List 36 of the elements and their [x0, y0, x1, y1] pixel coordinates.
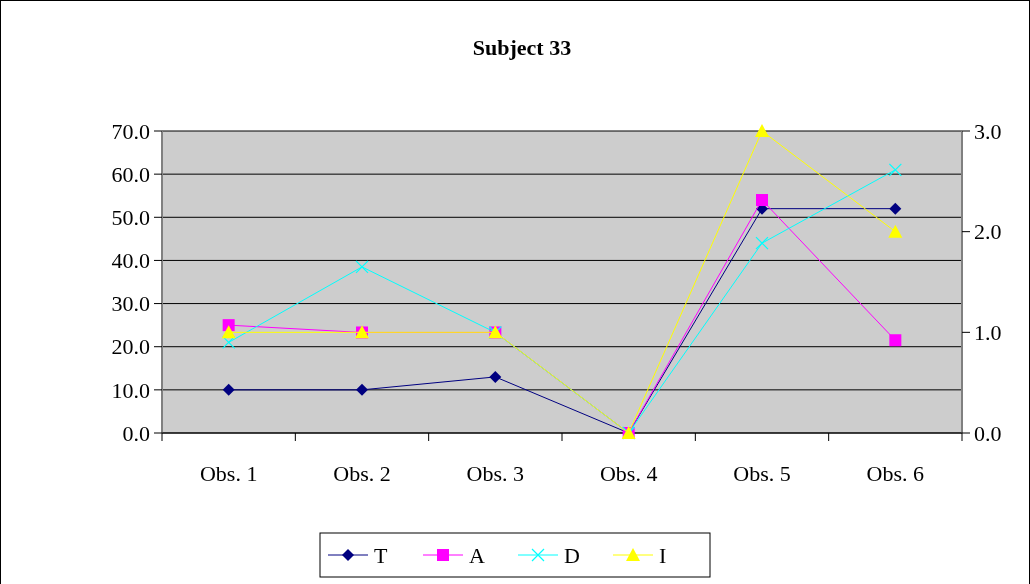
- y-tick-label: 10.0: [111, 377, 150, 403]
- point: [755, 236, 769, 250]
- point: [221, 325, 236, 339]
- chart-title: Subject 33: [472, 35, 572, 60]
- point: [489, 370, 502, 383]
- x-tick-label: Obs. 6: [866, 461, 925, 486]
- point: [222, 335, 236, 349]
- x-tick-label: Obs. 4: [599, 461, 658, 486]
- point: [889, 334, 902, 347]
- point: [355, 260, 369, 274]
- y-tick-label: 70.0: [111, 118, 150, 144]
- point: [888, 224, 903, 238]
- y-tick-label: 20.0: [111, 334, 150, 360]
- y2-tick-label: 3.0: [974, 118, 1002, 144]
- legend-label: T: [374, 542, 388, 568]
- x-tick-label: Obs. 1: [199, 461, 258, 486]
- point: [888, 163, 902, 177]
- legend-label: I: [659, 542, 667, 568]
- point: [222, 383, 235, 396]
- point: [755, 124, 769, 137]
- y-tick-label: 50.0: [111, 204, 150, 230]
- x-tick-label: Obs. 2: [333, 461, 391, 486]
- x-tick-label: Obs. 3: [466, 461, 525, 486]
- point: [889, 202, 902, 215]
- y2-tick-label: 1.0: [974, 320, 1002, 346]
- y-tick-label: 60.0: [111, 161, 150, 187]
- y-tick-label: 40.0: [111, 248, 150, 274]
- point: [756, 194, 768, 207]
- x-tick-label: Obs. 5: [733, 461, 791, 486]
- y2-tick-label: 0.0: [974, 420, 1002, 446]
- y2-tick-label: 2.0: [974, 219, 1002, 245]
- point: [356, 383, 368, 396]
- y-tick-label: 30.0: [111, 291, 150, 317]
- legend-label: A: [469, 542, 485, 568]
- y-tick-label: 0.0: [122, 420, 150, 446]
- legend-label: D: [564, 542, 580, 568]
